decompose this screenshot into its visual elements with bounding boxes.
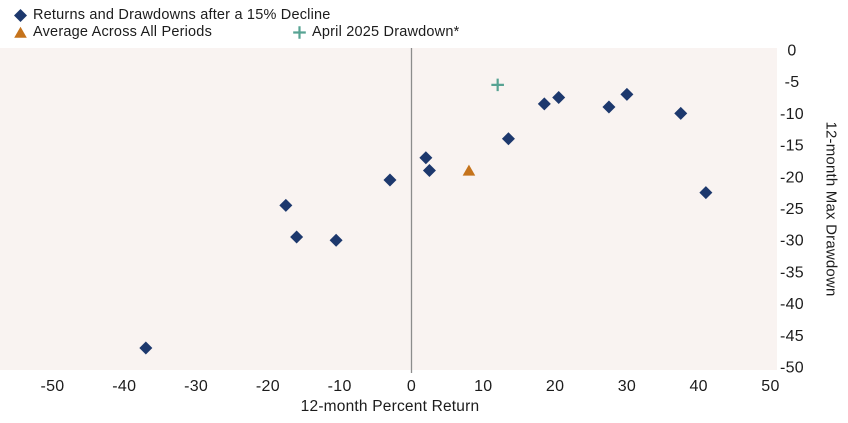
plot-background (0, 48, 777, 370)
x-tick-label: 40 (689, 378, 707, 395)
y-tick-label: -5 (785, 74, 800, 91)
y-tick-label: -45 (780, 328, 804, 345)
legend-label-returns-drawdowns: Returns and Drawdowns after a 15% Declin… (33, 6, 331, 23)
x-tick-label: 20 (546, 378, 564, 395)
x-tick-label: -10 (328, 378, 352, 395)
triangle-marker-icon (14, 26, 27, 38)
plus-marker-icon (293, 25, 306, 39)
x-tick-label: -30 (184, 378, 208, 395)
y-axis-title: 12-month Max Drawdown (822, 121, 840, 297)
x-tick-label: 30 (618, 378, 636, 395)
x-tick-label: 50 (761, 378, 779, 395)
x-tick-label: -20 (256, 378, 280, 395)
chart-legend: Returns and Drawdowns after a 15% Declin… (13, 6, 459, 40)
diamond-marker (419, 151, 433, 165)
plus-marker (293, 25, 306, 39)
y-tick-label: -35 (780, 264, 804, 281)
diamond-marker (14, 8, 27, 22)
diamond-marker (279, 198, 293, 212)
legend-item-returns-drawdowns: Returns and Drawdowns after a 15% Declin… (13, 7, 331, 23)
x-tick-label: 0 (407, 378, 416, 395)
y-tick-label: -40 (780, 296, 804, 313)
y-tick-label: 0 (787, 43, 796, 60)
legend-row-1: Returns and Drawdowns after a 15% Declin… (13, 6, 459, 23)
diamond-marker (674, 106, 688, 120)
y-tick-label: -50 (780, 360, 804, 377)
diamond-marker (290, 230, 304, 244)
diamond-marker (422, 163, 436, 177)
x-tick-label: -50 (40, 378, 64, 395)
diamond-marker (620, 87, 634, 101)
diamond-marker (699, 186, 713, 200)
triangle-marker (14, 26, 27, 38)
y-tick-label: -10 (780, 106, 804, 123)
diamond-marker (602, 100, 616, 114)
diamond-marker (383, 173, 397, 187)
legend-row-2: Average Across All Periods April 2025 Dr… (13, 23, 459, 40)
plus-marker (491, 78, 504, 92)
legend-label-average: Average Across All Periods (33, 23, 213, 40)
diamond-marker (329, 233, 343, 247)
diamond-marker (501, 132, 515, 146)
x-tick-label: 10 (474, 378, 492, 395)
legend-label-april-2025: April 2025 Drawdown* (312, 23, 460, 40)
diamond-marker (537, 97, 551, 111)
x-axis-title: 12-month Percent Return (300, 398, 480, 415)
x-tick-label: -40 (112, 378, 136, 395)
diamond-marker (139, 341, 153, 355)
diamond-marker (552, 91, 566, 105)
y-tick-label: -15 (780, 138, 804, 155)
triangle-marker (462, 164, 476, 176)
y-tick-label: -20 (780, 169, 804, 186)
diamond-marker-icon (14, 8, 27, 22)
legend-item-april-2025: April 2025 Drawdown* (292, 24, 459, 40)
y-tick-label: -30 (780, 233, 804, 250)
y-tick-label: -25 (780, 201, 804, 218)
legend-item-average: Average Across All Periods (13, 24, 292, 40)
